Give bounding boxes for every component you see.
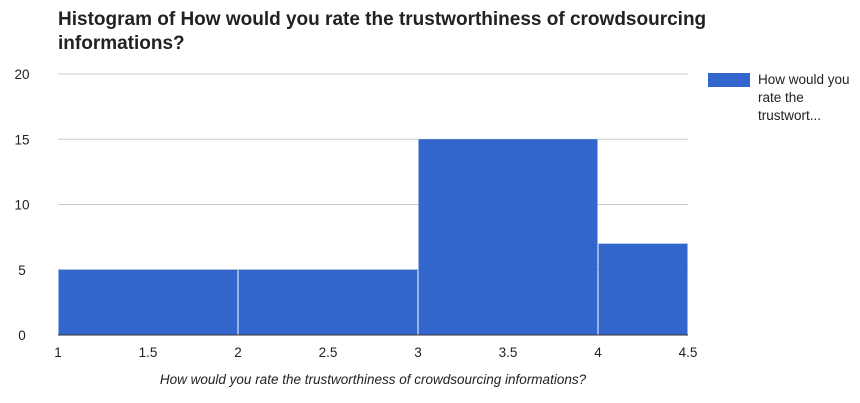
x-tick-label: 2: [234, 345, 242, 360]
x-tick-label: 4.5: [679, 345, 698, 360]
y-tick-label: 10: [14, 198, 29, 213]
histogram-bar: [418, 139, 598, 335]
y-tick-label: 5: [18, 263, 26, 278]
axes: 0 5 10 15 20 1 1.5 2 2.5 3 3.5 4 4.5: [14, 67, 697, 360]
histogram-bar: [598, 243, 688, 335]
x-tick-label: 3.5: [499, 345, 518, 360]
y-tick-label: 20: [14, 67, 29, 82]
bars: [58, 139, 688, 335]
x-tick-label: 4: [594, 345, 602, 360]
x-tick-label: 2.5: [319, 345, 338, 360]
y-tick-label: 0: [18, 328, 26, 343]
histogram-bar: [238, 269, 418, 335]
x-tick-label: 3: [414, 345, 422, 360]
histogram-bar: [58, 269, 238, 335]
x-tick-label: 1: [54, 345, 62, 360]
x-tick-label: 1.5: [139, 345, 158, 360]
legend-swatch: [708, 73, 750, 87]
chart-title: Histogram of How would you rate the trus…: [58, 9, 707, 54]
y-tick-label: 15: [14, 132, 29, 147]
legend-label: How would you rate the trustwort...: [758, 72, 850, 123]
x-axis-title: How would you rate the trustworthiness o…: [159, 372, 587, 387]
